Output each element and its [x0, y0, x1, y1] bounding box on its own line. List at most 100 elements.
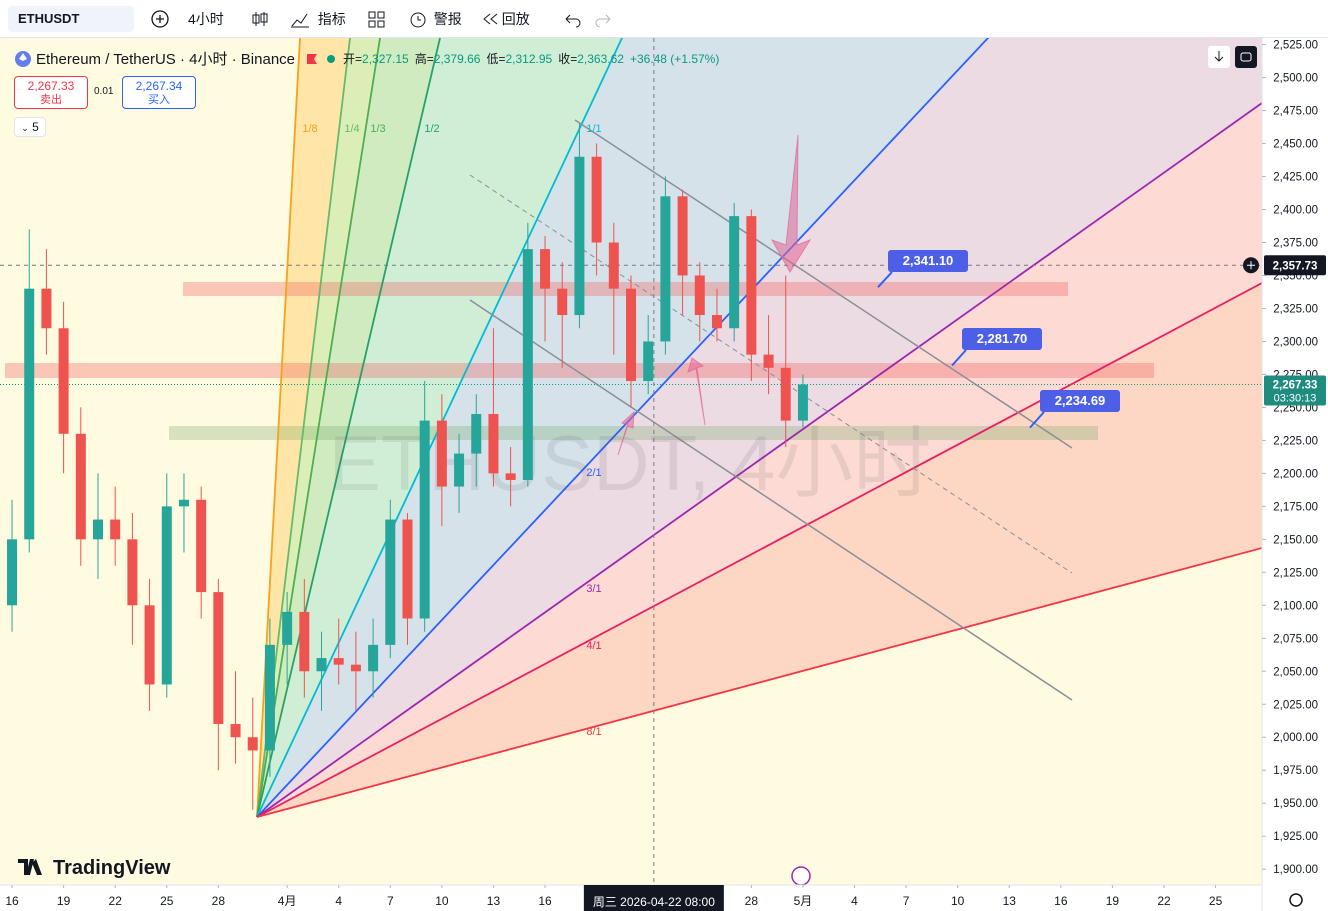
- candle-body: [540, 249, 551, 289]
- arrow-drawing: [770, 134, 812, 273]
- candle-body: [402, 519, 413, 619]
- candle-body: [797, 384, 808, 421]
- crosshair-price-box: [1264, 255, 1326, 276]
- x-tick-label: 19: [1106, 894, 1120, 908]
- note-label: 2,341.10: [903, 253, 954, 268]
- candle-body: [161, 506, 172, 685]
- ohlc-open-label: 开=: [343, 52, 363, 66]
- sell-price: 2,267.33: [27, 79, 75, 93]
- gann-label: 1/3: [370, 123, 385, 135]
- replay-icon[interactable]: [480, 9, 502, 29]
- legend-icons: [307, 53, 335, 64]
- candle-body: [488, 414, 499, 474]
- candle-body: [694, 275, 705, 316]
- x-tick-label: 22: [1157, 894, 1171, 908]
- candle-body: [75, 433, 86, 540]
- x-tick-label: 28: [745, 894, 759, 908]
- note-pointer: [951, 349, 967, 367]
- lightning-icon: [791, 866, 811, 885]
- interval[interactable]: 4小时: [188, 10, 224, 27]
- sell-button[interactable]: 2,267.33 卖出: [14, 76, 88, 109]
- candle-body: [711, 315, 722, 329]
- alert-icon[interactable]: [400, 9, 434, 29]
- y-tick-label: 2,100.00: [1273, 600, 1318, 612]
- candle-body: [7, 539, 18, 606]
- y-tick-label: 1,925.00: [1273, 831, 1318, 843]
- symbol-search[interactable]: ETHUSDT: [8, 5, 134, 32]
- watermark: ETHUSDT, 4小时: [329, 419, 931, 507]
- indicators-icon[interactable]: [288, 9, 318, 29]
- add-symbol-icon[interactable]: [134, 9, 174, 29]
- candle-body: [230, 724, 241, 738]
- toolbar: ETHUSDT 4小时 指标 警报 回放: [0, 0, 1328, 38]
- fullscreen-button[interactable]: [1235, 46, 1257, 68]
- gann-line: [256, 38, 301, 818]
- alerts[interactable]: 警报: [433, 10, 462, 27]
- ohlc-close-label: 收=: [558, 52, 578, 66]
- arrow-drawing: [687, 357, 706, 426]
- candle-body: [41, 288, 52, 329]
- candle-body: [316, 658, 327, 672]
- y-tick-label: 2,300.00: [1273, 336, 1318, 348]
- crosshair-price-label: 2,357.73: [1273, 260, 1318, 272]
- y-tick-label: 2,525.00: [1273, 40, 1318, 52]
- support-zone: [169, 426, 1098, 440]
- y-tick-label: 2,200.00: [1273, 468, 1318, 480]
- undo-redo-icons[interactable]: [552, 9, 622, 29]
- candle-body: [127, 539, 138, 606]
- y-tick-label: 2,075.00: [1273, 633, 1318, 645]
- logo-text: TradingView: [53, 857, 171, 879]
- gann-label: 3/1: [586, 583, 601, 595]
- buy-button[interactable]: 2,267.34 买入: [122, 76, 196, 109]
- candle-body: [454, 453, 465, 487]
- x-tick-label: 10: [951, 894, 965, 908]
- legend-title: Ethereum / TetherUS · 4小时 · Binance: [36, 51, 295, 68]
- candle-body: [471, 414, 482, 454]
- channel-midline: [469, 174, 1073, 574]
- candle-body: [247, 737, 258, 751]
- x-tick-label: 25: [1209, 894, 1223, 908]
- x-tick-label: 28: [212, 894, 226, 908]
- y-tick-label: 2,475.00: [1273, 106, 1318, 118]
- settings-icon: [1289, 893, 1303, 907]
- candle-body: [333, 658, 344, 665]
- gann-line: [256, 38, 441, 818]
- ohlc-low-label: 低=: [486, 52, 506, 66]
- gann-line: [256, 547, 1262, 818]
- gann-line: [256, 38, 381, 818]
- gann-label: 1/1: [586, 123, 601, 135]
- replay[interactable]: 回放: [501, 10, 530, 27]
- gann-label: 1/8: [302, 123, 317, 135]
- chart-type-icon[interactable]: [248, 9, 278, 29]
- indicator-toggle[interactable]: ⌄ 5: [14, 117, 46, 137]
- candle-body: [608, 242, 619, 289]
- arrow-drawing: [617, 410, 635, 456]
- x-tick-label: 22: [109, 894, 123, 908]
- y-tick-label: 1,950.00: [1273, 798, 1318, 810]
- legend: Ethereum / TetherUS · 4小时 · Binance 开= 2,…: [14, 48, 719, 69]
- countdown-label: 03:30:13: [1274, 393, 1317, 405]
- candle-body: [144, 605, 155, 685]
- x-tick-label: 16: [1054, 894, 1068, 908]
- x-tick-label: 7: [387, 894, 394, 908]
- note-pointer: [1029, 411, 1045, 429]
- y-tick-label: 2,050.00: [1273, 666, 1318, 678]
- x-tick-label: 10: [435, 894, 449, 908]
- download-button[interactable]: [1208, 46, 1230, 68]
- templates-icon[interactable]: [366, 9, 390, 29]
- ohlc-change: +36.48 (+1.57%): [629, 51, 720, 66]
- note-box: [962, 328, 1042, 350]
- buy-label: 买入: [148, 94, 170, 106]
- x-tick-label: 25: [160, 894, 174, 908]
- candle-body: [729, 216, 740, 329]
- candle-body: [574, 156, 585, 316]
- x-tick-label: 16: [538, 894, 552, 908]
- x-tick-label: 13: [1003, 894, 1017, 908]
- logo-mark: [18, 859, 42, 875]
- candle-body: [368, 644, 379, 672]
- resistance-zone: [5, 363, 1154, 378]
- indicators[interactable]: 指标: [317, 10, 346, 27]
- candle-body: [282, 611, 293, 645]
- x-tick-label: 19: [57, 894, 71, 908]
